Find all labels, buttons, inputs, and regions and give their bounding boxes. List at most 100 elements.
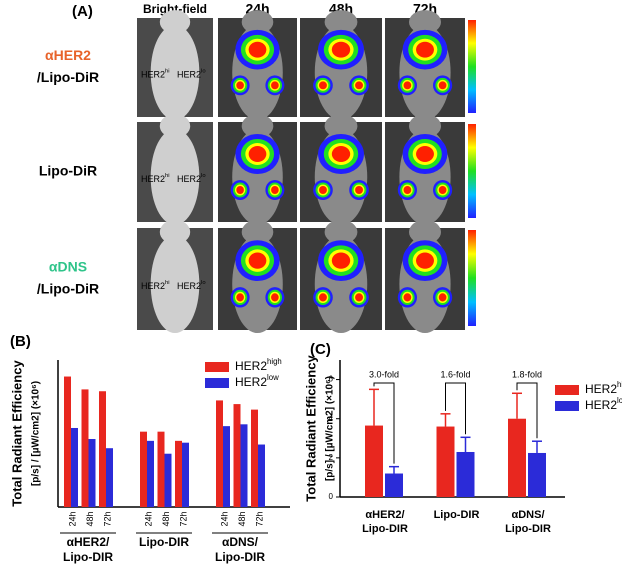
annotation: 1.8-fold	[512, 369, 542, 379]
bar	[436, 426, 455, 497]
colorbar	[468, 124, 476, 218]
x-tick-label: 24h	[143, 511, 153, 526]
group-label: Lipo-DIR	[215, 550, 265, 564]
mouse-body	[150, 235, 200, 334]
bar	[99, 391, 106, 507]
legend-label: HER2high	[235, 357, 282, 373]
x-tick-label: 48h	[85, 511, 95, 526]
x-tick-label: Lipo-DIR	[362, 523, 408, 535]
x-tick-label: 48h	[237, 511, 247, 526]
x-tick-label: Lipo-DIR	[505, 523, 551, 535]
group-label: Lipo-DIR	[63, 550, 113, 564]
signal	[355, 186, 363, 194]
signal	[248, 41, 267, 58]
mouse-head	[324, 219, 358, 245]
y-tick-label: 0	[329, 492, 334, 501]
x-tick-label: Lipo-DIR	[434, 509, 480, 521]
x-tick-label: αHER2/	[365, 509, 404, 521]
bar	[88, 439, 96, 507]
bar	[508, 418, 526, 497]
signal	[438, 186, 447, 194]
colorbar	[468, 230, 476, 326]
marker-label-sup: lo	[201, 280, 206, 286]
signal	[331, 252, 351, 269]
signal	[236, 186, 244, 194]
bar	[140, 431, 147, 507]
mouse-head	[159, 10, 191, 34]
mouse-head	[159, 114, 191, 138]
bar	[71, 427, 78, 507]
bar	[233, 404, 241, 507]
signal	[248, 252, 267, 269]
signal	[403, 186, 412, 194]
marker-label: HER2lo	[177, 280, 206, 292]
signal	[416, 41, 434, 58]
fold-bracket	[373, 382, 395, 464]
x-tick-label: 72h	[178, 511, 188, 526]
row-label: Lipo-DiR	[39, 163, 97, 179]
mouse-body	[150, 129, 200, 225]
bar	[147, 440, 154, 507]
legend-swatch	[205, 378, 229, 388]
bar	[365, 425, 383, 497]
signal	[271, 293, 279, 302]
signal	[416, 252, 434, 269]
x-tick-label: αDNS/	[511, 509, 544, 521]
signal	[236, 81, 244, 90]
legend-swatch	[205, 362, 229, 372]
row-label: αDNS	[49, 259, 87, 275]
signal	[271, 81, 279, 90]
bar	[157, 431, 165, 507]
y-axis-label: [p/s] / [µW/cm2] (×10⁶)	[325, 376, 336, 481]
x-tick-label: 72h	[254, 511, 264, 526]
panel-label: (A)	[72, 3, 93, 20]
marker-label-sup: lo	[201, 173, 206, 179]
annotation: 1.6-fold	[440, 369, 470, 379]
marker-label-sup: hi	[165, 68, 170, 74]
marker-label: HER2lo	[177, 68, 206, 80]
y-axis-label: [p/s] / [µW/cm2] (×10⁶)	[31, 381, 42, 486]
legend-label-sup: high	[617, 380, 622, 389]
signal	[355, 81, 363, 90]
signal	[331, 41, 351, 58]
legend-label-sup: low	[267, 373, 279, 382]
signal	[236, 293, 244, 302]
signal	[319, 186, 327, 194]
bar	[81, 389, 89, 507]
y-tick-label: 2	[329, 453, 334, 462]
bar	[175, 440, 182, 507]
signal	[319, 293, 327, 302]
bar	[164, 453, 172, 507]
legend-label-base: HER2	[235, 359, 267, 373]
bar	[64, 376, 71, 507]
annotation: 3.0-fold	[369, 369, 399, 379]
mouse-head	[241, 114, 274, 138]
marker-label-sup: hi	[165, 280, 170, 286]
bar	[456, 451, 475, 497]
legend-swatch	[555, 385, 579, 395]
y-tick-label: 6	[329, 375, 334, 384]
group-label: Lipo-DIR	[139, 535, 189, 549]
signal	[319, 81, 327, 90]
marker-label-sup: hi	[165, 173, 170, 179]
y-axis-label: Total Radiant Efficiency	[303, 355, 318, 502]
legend-label-sup: high	[267, 357, 282, 366]
signal	[331, 146, 351, 162]
panel-label: (B)	[10, 333, 31, 350]
legend-label-sup: low	[617, 396, 622, 405]
signal	[248, 146, 267, 162]
mouse-head	[409, 114, 441, 138]
bar	[385, 473, 403, 497]
row-label: /Lipo-DiR	[37, 281, 99, 297]
mouse-head	[241, 219, 274, 245]
bar	[223, 426, 230, 507]
row-label: /Lipo-DiR	[37, 69, 99, 85]
signal	[271, 186, 279, 194]
signal	[403, 293, 412, 302]
bar	[240, 424, 248, 507]
marker-label-base: HER2	[141, 70, 165, 80]
legend-label-base: HER2	[585, 398, 617, 412]
x-tick-label: 24h	[67, 511, 77, 526]
mouse-head	[324, 114, 358, 138]
legend-label: HER2low	[585, 396, 622, 412]
